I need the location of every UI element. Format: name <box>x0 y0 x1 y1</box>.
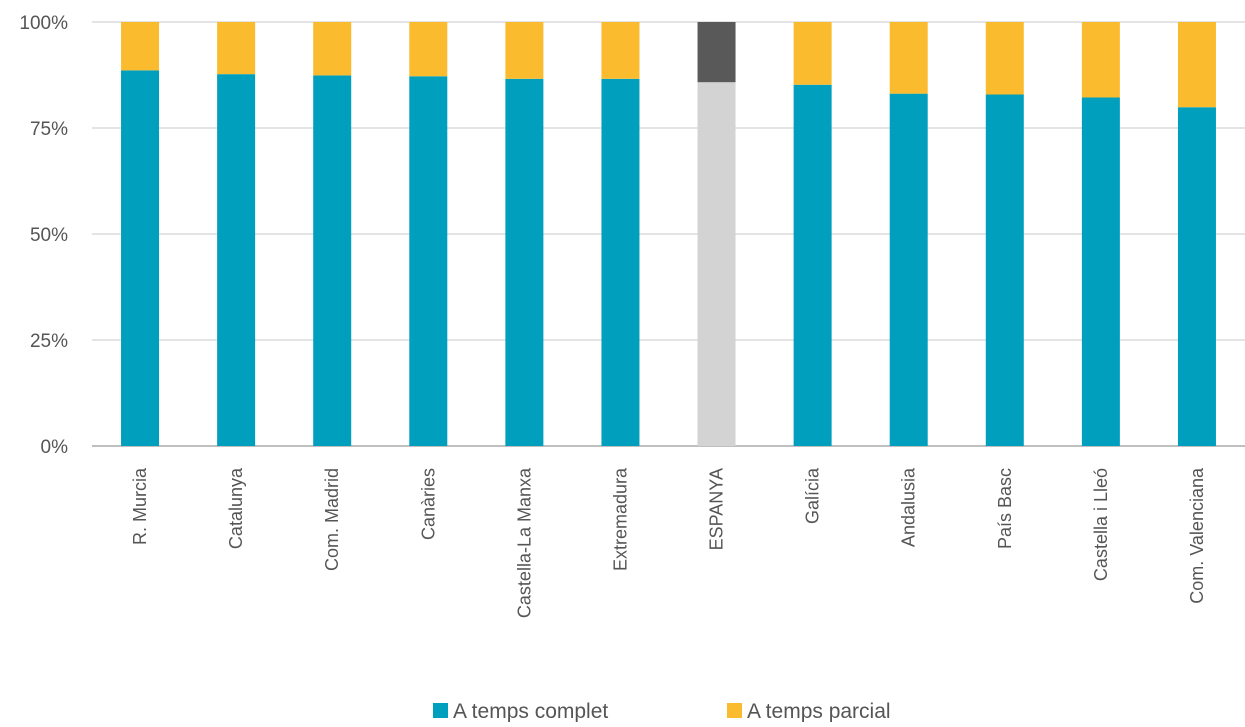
y-tick-label: 25% <box>30 331 68 352</box>
y-tick-label: 50% <box>30 225 68 246</box>
legend-label-full-time: A temps complet <box>453 700 608 722</box>
x-tick-label-espanya: ESPANYA <box>707 468 727 550</box>
x-tick-label-extremadura: Extremadura <box>610 467 630 571</box>
bar-canaries-a-temps-parcial <box>409 22 447 76</box>
bar-r-murcia-a-temps-parcial <box>121 22 159 70</box>
bar-com-valenciana-a-temps-complet <box>1178 107 1216 446</box>
legend-swatch-part-time <box>727 703 742 718</box>
bar-canaries-a-temps-complet <box>409 76 447 446</box>
x-tick-label-galicia: Galícia <box>803 467 823 524</box>
bar-pais-basc-a-temps-parcial <box>986 22 1024 95</box>
x-tick-label-canaries: Canàries <box>418 468 438 540</box>
bar-galicia-a-temps-parcial <box>794 22 832 85</box>
x-tick-label-r-murcia: R. Murcia <box>130 467 150 545</box>
bar-castella-i-lleo-a-temps-complet <box>1082 97 1120 446</box>
bar-catalunya-a-temps-complet <box>217 74 255 446</box>
bar-com-madrid-a-temps-parcial <box>313 22 351 75</box>
x-tick-label-pais-basc: País Basc <box>995 468 1015 549</box>
legend-swatch-full-time <box>433 703 448 718</box>
bar-catalunya-a-temps-parcial <box>217 22 255 74</box>
x-tick-label-catalunya: Catalunya <box>226 467 246 549</box>
y-tick-label: 100% <box>19 13 68 34</box>
bar-espanya-a-temps-parcial <box>698 22 736 82</box>
x-tick-label-castella-la-manxa: Castella-La Manxa <box>514 467 534 618</box>
x-tick-label-andalusia: Andalusia <box>899 467 919 547</box>
bar-com-madrid-a-temps-complet <box>313 75 351 446</box>
bar-com-valenciana-a-temps-parcial <box>1178 22 1216 107</box>
x-tick-label-com-valenciana: Com. Valenciana <box>1187 467 1207 604</box>
bar-andalusia-a-temps-complet <box>890 94 928 446</box>
x-tick-label-castella-i-lleo: Castella i Lleó <box>1091 468 1111 581</box>
bar-castella-la-manxa-a-temps-complet <box>505 79 543 446</box>
legend: A temps complet A temps parcial <box>433 700 891 722</box>
legend-label-part-time: A temps parcial <box>747 700 891 722</box>
y-axis-ticks: 0% 25% 50% 75% 100% <box>19 13 68 458</box>
x-axis-ticks: R. Murcia Catalunya Com. Madrid Canàries Cas… <box>130 467 1207 618</box>
grid-lines <box>92 22 1245 446</box>
bar-andalusia-a-temps-parcial <box>890 22 928 94</box>
x-tick-label-com-madrid: Com. Madrid <box>322 468 342 571</box>
bar-espanya-a-temps-complet <box>698 82 736 446</box>
bar-castella-la-manxa-a-temps-parcial <box>505 22 543 79</box>
bar-extremadura-a-temps-complet <box>601 79 639 446</box>
y-tick-label: 0% <box>41 437 69 458</box>
bar-r-murcia-a-temps-complet <box>121 70 159 446</box>
bar-extremadura-a-temps-parcial <box>601 22 639 79</box>
bar-galicia-a-temps-complet <box>794 85 832 446</box>
bar-castella-i-lleo-a-temps-parcial <box>1082 22 1120 97</box>
y-tick-label: 75% <box>30 119 68 140</box>
bar-pais-basc-a-temps-complet <box>986 95 1024 446</box>
